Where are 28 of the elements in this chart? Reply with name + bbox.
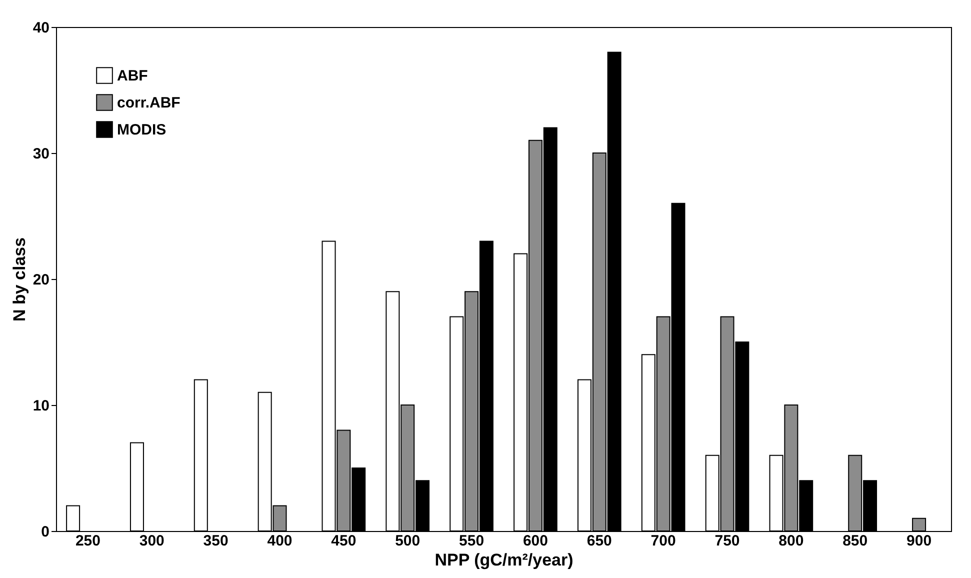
bar — [66, 505, 80, 532]
x-tick-label: 550 — [459, 532, 484, 550]
bar — [130, 442, 144, 532]
x-tick-label: 250 — [75, 532, 100, 550]
x-tick-label: 400 — [267, 532, 292, 550]
y-tick-label: 40 — [32, 20, 50, 36]
x-tick-label: 450 — [331, 532, 356, 550]
bar — [194, 379, 208, 532]
y-axis-title: N by class — [10, 237, 29, 322]
x-tick-label: 700 — [650, 532, 676, 550]
x-tick-label: 350 — [203, 532, 228, 550]
x-axis-title: NPP (gC/m²/year) — [434, 550, 574, 570]
y-tick-label: 0 — [41, 524, 50, 540]
y-tick-label: 10 — [32, 398, 50, 414]
bar — [912, 518, 926, 532]
x-tick-label: 650 — [586, 532, 612, 550]
x-tick-label: 750 — [714, 532, 740, 550]
x-tick-label: 800 — [778, 532, 804, 550]
y-tick-label: 30 — [32, 146, 50, 162]
x-tick-label: 300 — [139, 532, 164, 550]
legend-label: corr.ABF — [117, 94, 180, 112]
x-tick-label: 900 — [906, 532, 932, 550]
x-tick-label: 500 — [395, 532, 420, 550]
x-tick-label: 600 — [522, 532, 548, 550]
legend-label: ABF — [117, 68, 148, 84]
x-tick-label: 850 — [842, 532, 868, 550]
y-tick-label: 20 — [32, 272, 50, 288]
legend-label: MODIS — [117, 122, 166, 138]
